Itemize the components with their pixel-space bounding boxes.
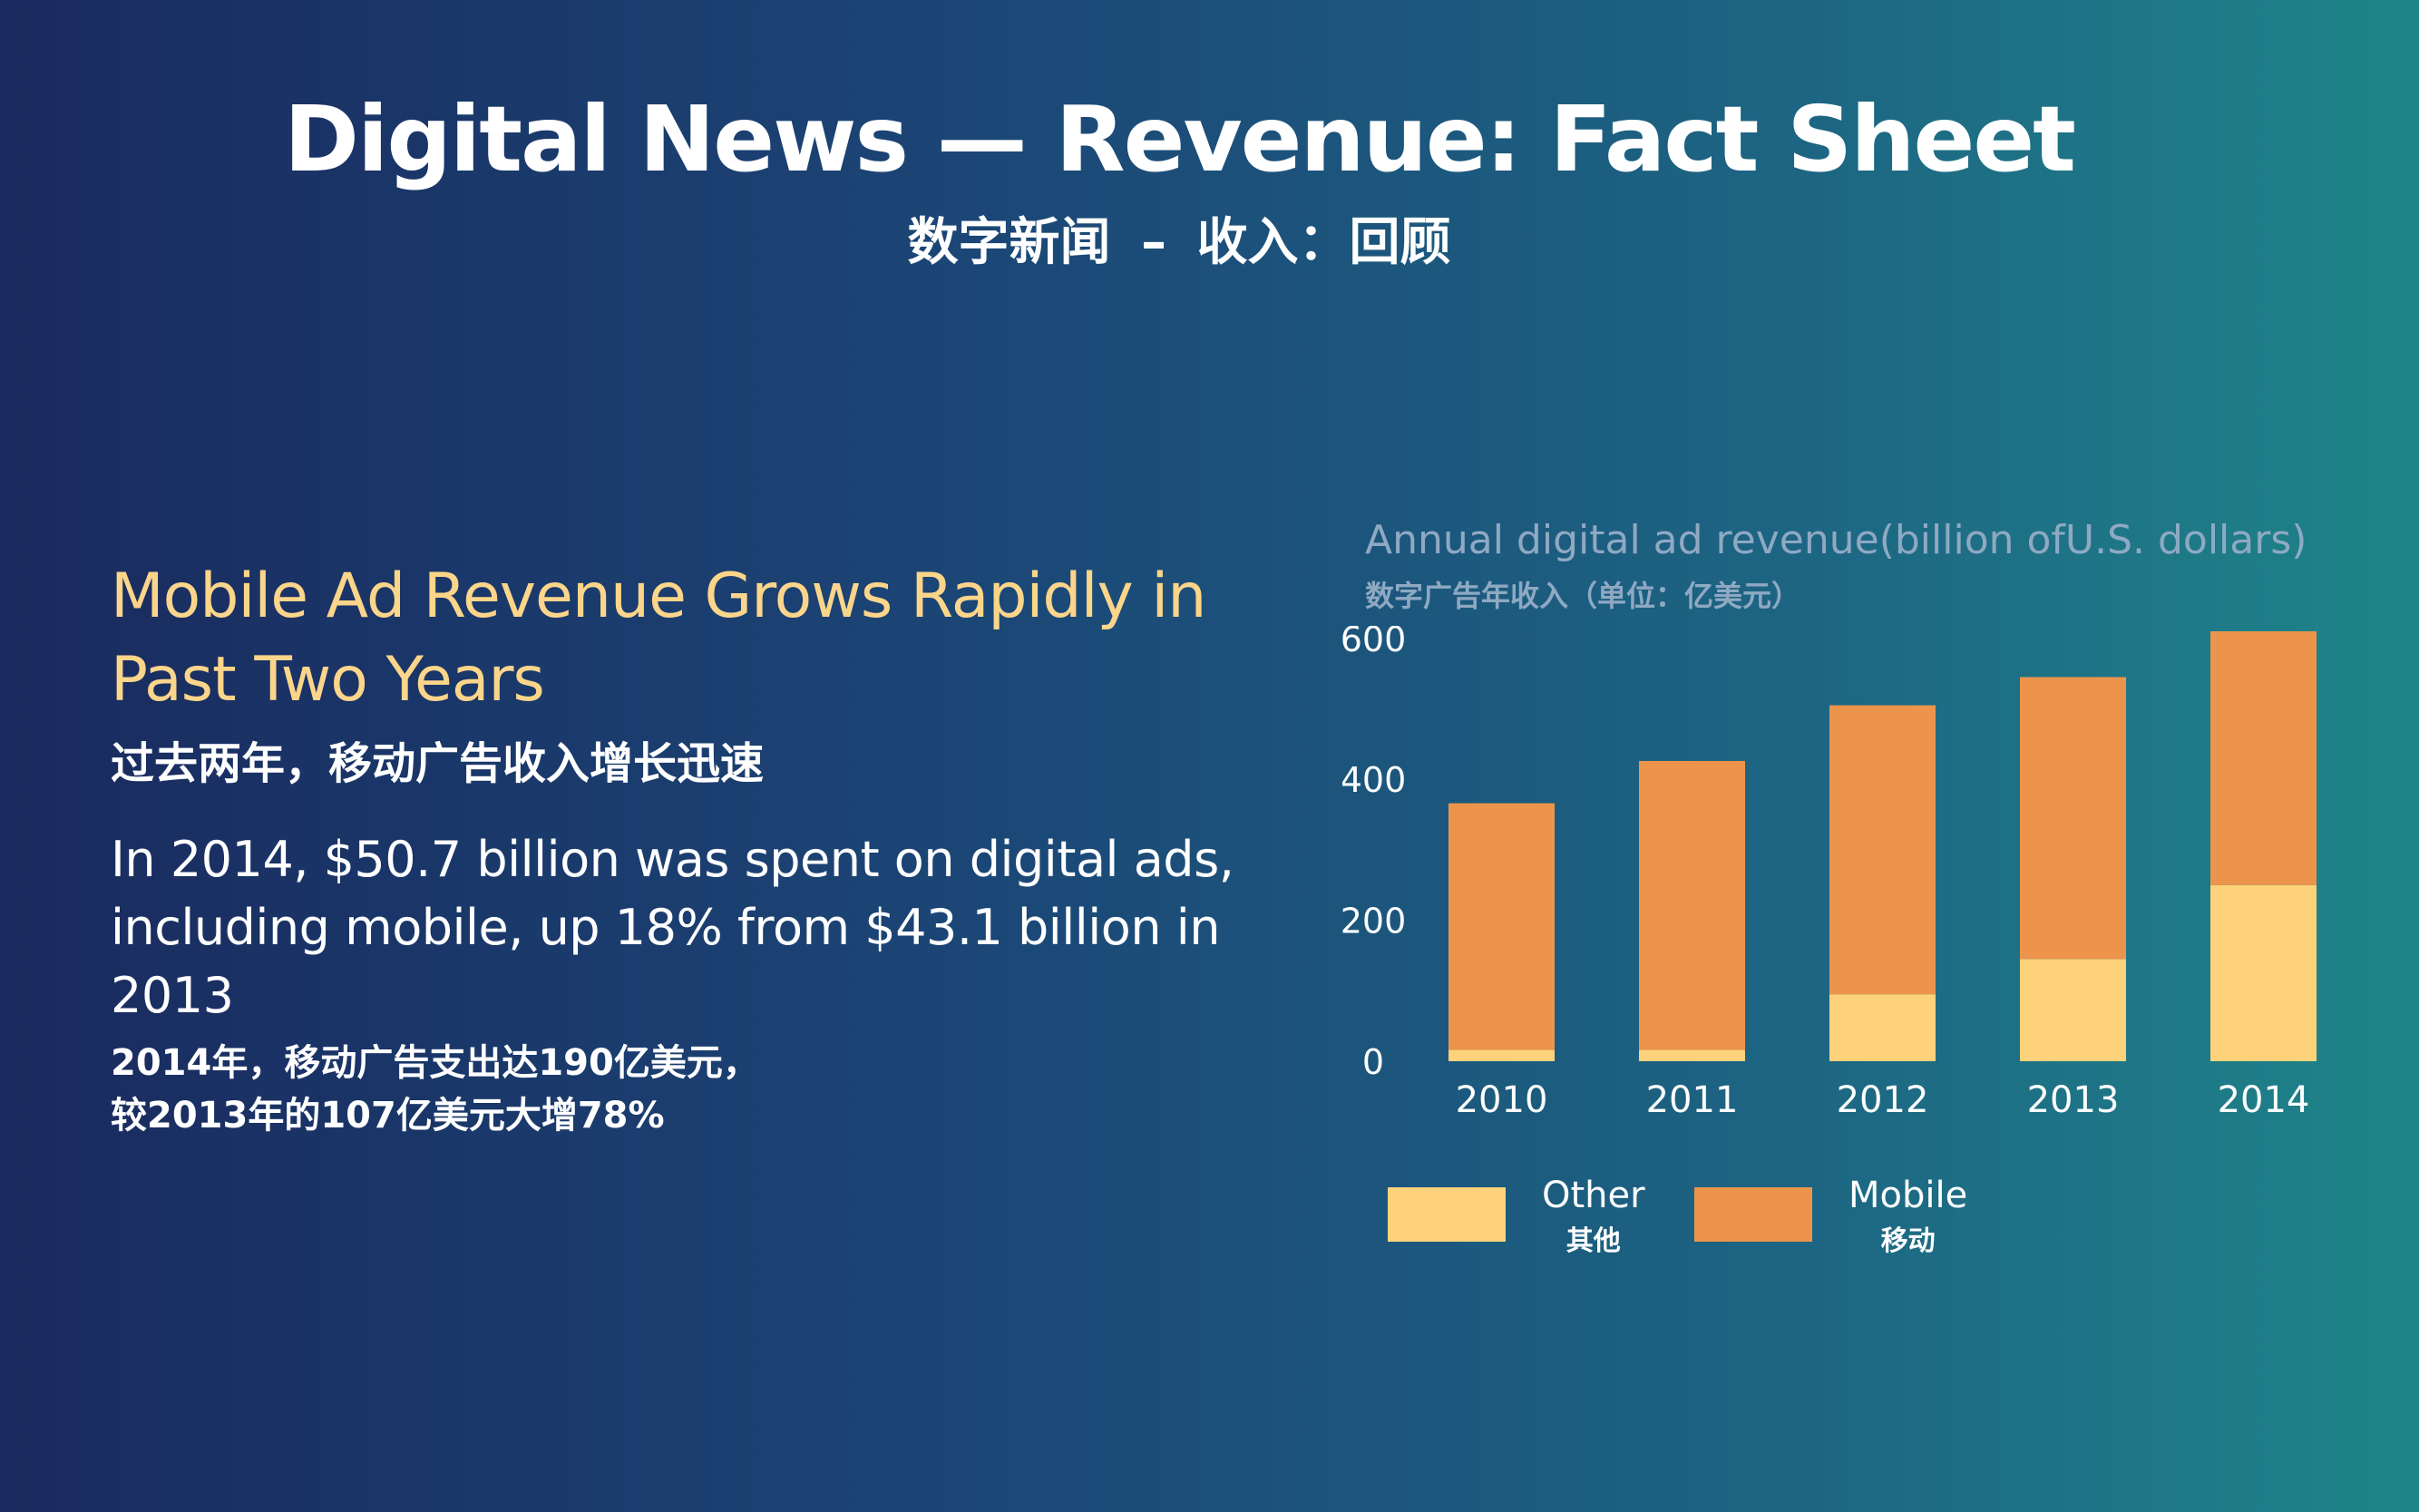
header: Digital News — Revenue: Fact Sheet 数字新闻 …	[0, 86, 2358, 275]
bar-other-2014	[2210, 884, 2317, 1061]
headline-cn: 过去两年，移动广告收入增长迅速	[111, 738, 765, 789]
x-tick-label-2011: 2011	[1646, 1079, 1739, 1121]
legend-label-mobile: Mobile 移动	[1848, 1175, 1967, 1258]
legend-label-other: Other 其他	[1542, 1175, 1645, 1258]
body-text-cn: 2014年，移动广告支出达190亿美元， 较2013年的107亿美元大增78%	[111, 1037, 1244, 1142]
legend-swatch-mobile	[1694, 1187, 1812, 1242]
body-text-cn-line-1: 2014年，移动广告支出达190亿美元，	[111, 1042, 759, 1084]
bar-mobile-2014	[2210, 631, 2317, 885]
y-tick-label: 0	[1362, 1042, 1384, 1082]
bar-other-2011	[1639, 1049, 1745, 1061]
bar-other-2012	[1829, 994, 1936, 1061]
y-tick-label: 600	[1342, 626, 1406, 659]
legend-label-other-cn: 其他	[1566, 1225, 1621, 1257]
x-tick-label-2012: 2012	[1837, 1079, 1929, 1121]
y-tick-label: 200	[1342, 902, 1406, 941]
y-tick-label: 400	[1342, 760, 1406, 800]
bar-other-2010	[1448, 1049, 1555, 1061]
body-text: In 2014, $50.7 billion was spent on digi…	[111, 831, 1234, 1024]
bar-chart: 0 200 400 600 2010 2011 2012 2013 2014	[1342, 626, 2317, 1121]
x-tick-label-2013: 2013	[2027, 1079, 2120, 1121]
bar-mobile-2012	[1829, 705, 1936, 995]
bar-mobile-2011	[1639, 760, 1745, 1050]
legend-label-other-en: Other	[1542, 1175, 1645, 1216]
headline: Mobile Ad Revenue Grows Rapidly in Past …	[111, 561, 1206, 716]
text-panel: Mobile Ad Revenue Grows Rapidly in Past …	[111, 555, 1244, 1142]
legend-label-mobile-cn: 移动	[1880, 1225, 1936, 1257]
chart-title-cn: 数字广告年收入（单位：亿美元）	[1365, 579, 1801, 613]
legend-label-mobile-en: Mobile	[1848, 1175, 1968, 1216]
bar-mobile-2013	[2020, 677, 2126, 960]
page-subtitle: 数字新闻 – 收入：回顾	[907, 213, 1451, 272]
x-tick-label-2010: 2010	[1456, 1079, 1548, 1121]
bar-mobile-2010	[1448, 803, 1555, 1050]
bar-other-2013	[2020, 959, 2126, 1061]
page-title: Digital News — Revenue: Fact Sheet	[284, 86, 2076, 192]
x-tick-label-2014: 2014	[2218, 1079, 2310, 1121]
legend-swatch-other	[1388, 1187, 1506, 1242]
chart-title: Annual digital ad revenue(billion ofU.S.…	[1365, 517, 2307, 563]
body-text-cn-line-2: 较2013年的107亿美元大增78%	[111, 1095, 665, 1136]
